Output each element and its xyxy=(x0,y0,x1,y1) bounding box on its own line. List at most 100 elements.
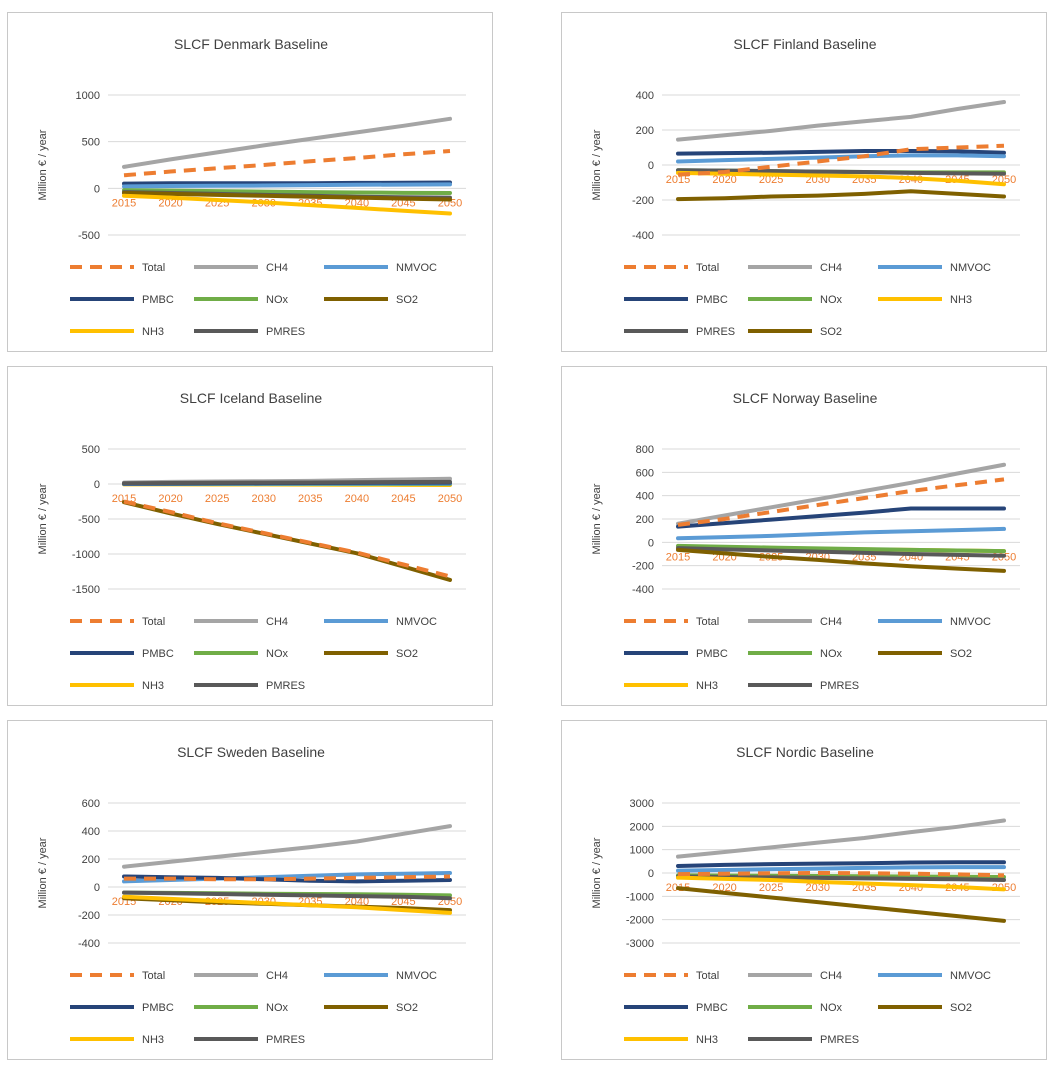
x-tick-label: 2030 xyxy=(251,493,275,505)
y-tick-label: -400 xyxy=(632,230,654,242)
legend-label-nox: NOx xyxy=(820,1002,843,1014)
series-line-total xyxy=(124,874,451,882)
legend-label-ch4: CH4 xyxy=(266,970,288,982)
y-tick-label: 600 xyxy=(636,467,654,479)
y-tick-label: 0 xyxy=(94,183,100,195)
y-axis-title: Million € / year xyxy=(37,837,49,908)
legend-label-ch4: CH4 xyxy=(820,616,842,628)
legend-label-nh3: NH3 xyxy=(696,1034,718,1046)
x-tick-label: 2050 xyxy=(438,493,462,505)
y-tick-label: 0 xyxy=(648,868,654,880)
y-tick-label: -200 xyxy=(632,561,654,573)
legend-label-pmres: PMRES xyxy=(266,326,305,338)
chart-title: SLCF Sweden Baseline xyxy=(177,744,325,760)
chart-panel: SLCF Sweden Baseline 600 400 200 0 -200 -400 Mi… xyxy=(7,720,493,1060)
y-tick-label: -500 xyxy=(78,230,100,242)
series-line-total xyxy=(677,871,1005,878)
y-tick-label: -200 xyxy=(632,195,654,207)
series-line-pmbc xyxy=(676,506,1006,529)
y-tick-label: 3000 xyxy=(630,798,654,810)
series-line-nmvoc xyxy=(122,182,452,189)
y-tick-label: -1000 xyxy=(626,891,654,903)
legend-label-ch4: CH4 xyxy=(820,262,842,274)
series-line-nh3 xyxy=(676,170,1006,187)
legend-label-pmres: PMRES xyxy=(696,326,735,338)
x-tick-label: 2025 xyxy=(205,493,229,505)
series-line-total xyxy=(123,499,451,579)
x-tick-label: 2025 xyxy=(759,882,783,894)
legend-label-nh3: NH3 xyxy=(142,326,164,338)
y-tick-label: -1500 xyxy=(72,584,100,596)
series-line-pmres xyxy=(122,479,452,486)
legend-label-pmres: PMRES xyxy=(820,1034,859,1046)
series-line-pmres xyxy=(676,546,1006,558)
legend-label-nmvoc: NMVOC xyxy=(950,262,991,274)
y-tick-label: 600 xyxy=(82,798,100,810)
y-axis-title: Million € / year xyxy=(37,483,49,554)
y-tick-label: 0 xyxy=(94,882,100,894)
legend-label-pmres: PMRES xyxy=(266,680,305,692)
y-tick-label: 2000 xyxy=(630,821,654,833)
y-axis-title: Million € / year xyxy=(37,129,49,200)
series-line-pmbc xyxy=(676,149,1006,156)
y-tick-label: 200 xyxy=(82,854,100,866)
series-line-ch4 xyxy=(122,824,452,869)
y-tick-label: 0 xyxy=(648,537,654,549)
legend-label-pmbc: PMBC xyxy=(142,648,174,660)
chart-title: SLCF Nordic Baseline xyxy=(736,744,874,760)
legend-label-nox: NOx xyxy=(820,294,843,306)
series-line-nmvoc xyxy=(676,526,1006,541)
y-tick-label: 1000 xyxy=(76,90,100,102)
series-line-pmres xyxy=(122,890,452,901)
y-tick-label: -400 xyxy=(78,938,100,950)
y-tick-label: 0 xyxy=(648,160,654,172)
legend-label-nox: NOx xyxy=(266,648,289,660)
legend-label-nmvoc: NMVOC xyxy=(396,970,437,982)
y-tick-label: 200 xyxy=(636,514,654,526)
y-tick-label: -1000 xyxy=(72,549,100,561)
y-tick-label: -2000 xyxy=(626,915,654,927)
series-line-total xyxy=(677,143,1005,177)
chart-panel: SLCF Nordic Baseline 3000 2000 1000 0 -1000 -2… xyxy=(561,720,1047,1060)
legend-label-nh3: NH3 xyxy=(696,680,718,692)
series-line-so2 xyxy=(122,191,452,202)
legend-label-ch4: CH4 xyxy=(820,970,842,982)
series-line-ch4 xyxy=(676,100,1006,142)
legend-label-so2: SO2 xyxy=(396,648,418,660)
y-axis-title: Million € / year xyxy=(591,837,603,908)
x-tick-label: 2020 xyxy=(158,493,182,505)
y-tick-label: -200 xyxy=(78,910,100,922)
chart-title: SLCF Denmark Baseline xyxy=(174,36,328,52)
x-tick-label: 2015 xyxy=(666,174,690,186)
y-tick-label: -3000 xyxy=(626,938,654,950)
legend-label-pmbc: PMBC xyxy=(142,294,174,306)
x-tick-label: 2040 xyxy=(345,493,369,505)
series-line-total xyxy=(677,477,1005,527)
legend-label-so2: SO2 xyxy=(396,294,418,306)
legend-label-pmbc: PMBC xyxy=(696,294,728,306)
legend-label-so2: SO2 xyxy=(950,1002,972,1014)
chart-svg: SLCF Sweden Baseline 600 400 200 0 -200 -400 Mi… xyxy=(37,744,466,1046)
series-line-pmbc xyxy=(676,860,1006,868)
legend-label-nmvoc: NMVOC xyxy=(950,970,991,982)
x-tick-label: 2020 xyxy=(712,174,736,186)
chart-svg: SLCF Iceland Baseline 500 0 -500 -1000 -1500 M… xyxy=(37,390,466,692)
x-tick-label: 2045 xyxy=(391,896,415,908)
legend-label-pmbc: PMBC xyxy=(142,1002,174,1014)
legend-label-nh3: NH3 xyxy=(142,1034,164,1046)
legend-label-nmvoc: NMVOC xyxy=(396,262,437,274)
legend-label-so2: SO2 xyxy=(950,648,972,660)
series-line-ch4 xyxy=(676,462,1006,526)
series-line-so2 xyxy=(676,886,1006,923)
chart-panel: SLCF Norway Baseline 800 600 400 200 0 -200 -40… xyxy=(561,366,1047,706)
series-line-nh3 xyxy=(122,894,452,915)
legend-label-total: Total xyxy=(696,970,719,982)
series-line-nh3 xyxy=(122,193,452,216)
x-tick-label: 2045 xyxy=(391,493,415,505)
chart-panel: SLCF Iceland Baseline 500 0 -500 -1000 -1500 M… xyxy=(7,366,493,706)
legend-label-total: Total xyxy=(696,616,719,628)
legend-label-pmres: PMRES xyxy=(820,680,859,692)
x-tick-label: 2015 xyxy=(666,551,690,563)
y-tick-label: -400 xyxy=(632,584,654,596)
legend-label-nox: NOx xyxy=(266,294,289,306)
